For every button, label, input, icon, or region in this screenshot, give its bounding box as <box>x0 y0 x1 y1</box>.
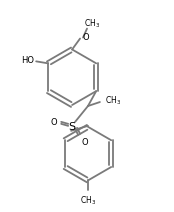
Text: S: S <box>69 122 76 132</box>
Text: HO: HO <box>21 56 34 65</box>
Text: O: O <box>82 33 89 42</box>
Text: O: O <box>51 118 57 127</box>
Text: O: O <box>81 138 88 147</box>
Text: CH$_3$: CH$_3$ <box>80 194 96 207</box>
Text: CH$_3$: CH$_3$ <box>84 17 100 30</box>
Text: CH$_3$: CH$_3$ <box>105 95 121 107</box>
